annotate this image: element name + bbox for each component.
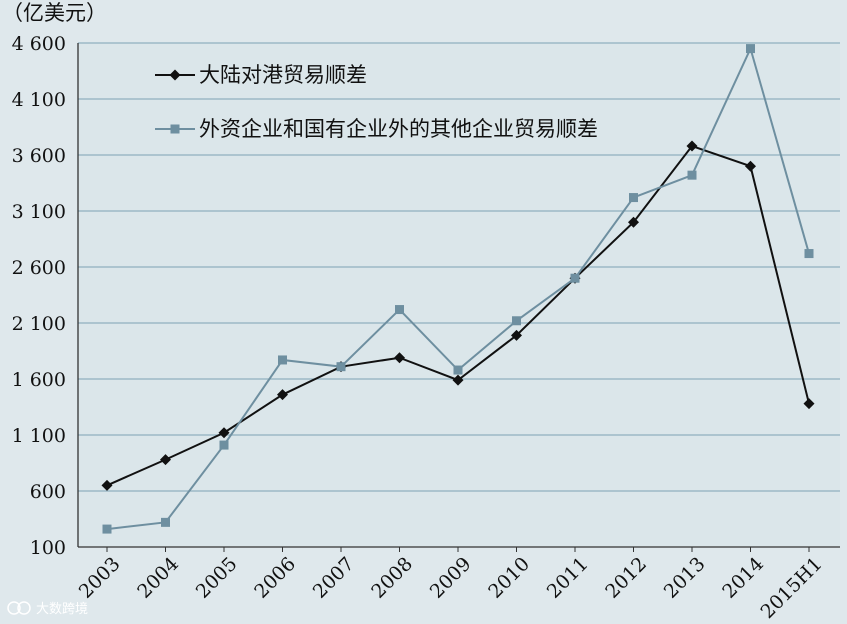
data-point: [687, 170, 697, 180]
legend-label: 大陆对港贸易顺差: [199, 63, 367, 87]
legend-marker: [170, 124, 180, 134]
data-point: [278, 355, 287, 365]
x-tick-label: 2012: [601, 553, 651, 603]
y-tick-label: 4 100: [12, 89, 66, 111]
y-tick-label: 100: [30, 537, 66, 559]
data-point: [512, 316, 521, 326]
data-point: [629, 193, 638, 203]
x-tick-label: 2013: [660, 553, 710, 603]
y-tick-label: 3 600: [12, 145, 66, 167]
x-tick-label: 2006: [250, 553, 300, 603]
x-tick-label: 2007: [309, 553, 359, 603]
data-point: [745, 160, 756, 172]
x-tick-label: 2008: [367, 553, 417, 603]
data-point: [336, 362, 346, 372]
data-point: [803, 398, 815, 410]
series-1: [101, 140, 815, 491]
legend-item-2: 外资企业和国有企业外的其他企业贸易顺差: [155, 117, 598, 141]
x-tick-label: 2010: [484, 553, 534, 603]
x-tick-label: 2009: [426, 553, 476, 603]
data-point: [686, 140, 698, 152]
y-tick-label: 3 100: [12, 201, 66, 223]
data-point: [277, 389, 288, 401]
y-tick-label: 2 100: [12, 313, 66, 335]
y-tick-label: 2 600: [12, 257, 66, 279]
data-point: [453, 365, 463, 375]
x-tick-label: 2005: [192, 553, 242, 603]
ship-logo-icon: [7, 601, 31, 615]
legend-marker: [169, 69, 181, 81]
watermark: 大数跨境: [7, 601, 88, 617]
y-tick-label: 4 600: [12, 33, 66, 55]
legend-item-1: 大陆对港贸易顺差: [155, 63, 367, 87]
data-point: [394, 352, 405, 364]
data-point: [570, 273, 580, 283]
data-point: [160, 454, 171, 466]
y-tick-label: 600: [30, 481, 66, 503]
data-point: [746, 44, 755, 54]
y-unit-label: （亿美元）: [2, 1, 107, 25]
legend-label: 外资企业和国有企业外的其他企业贸易顺差: [199, 117, 598, 141]
data-point: [219, 440, 229, 450]
data-point: [102, 524, 112, 534]
data-point: [395, 305, 404, 315]
watermark-text: 大数跨境: [36, 602, 88, 617]
y-tick-label: 1 100: [12, 425, 66, 447]
data-point: [452, 374, 464, 386]
x-tick-label: 2015H1: [757, 553, 827, 623]
data-point: [628, 216, 639, 228]
x-tick-label: 2011: [543, 553, 593, 603]
data-point: [804, 249, 814, 259]
data-point: [218, 427, 230, 439]
plot-area: [78, 43, 840, 547]
data-point: [511, 329, 522, 341]
data-point: [161, 517, 170, 527]
y-tick-label: 1 600: [12, 369, 66, 391]
data-point: [101, 479, 113, 491]
series-2: [102, 44, 814, 534]
x-tick-label: 2004: [133, 553, 183, 603]
x-tick-label: 2003: [75, 553, 125, 603]
x-tick-label: 2014: [718, 553, 768, 603]
